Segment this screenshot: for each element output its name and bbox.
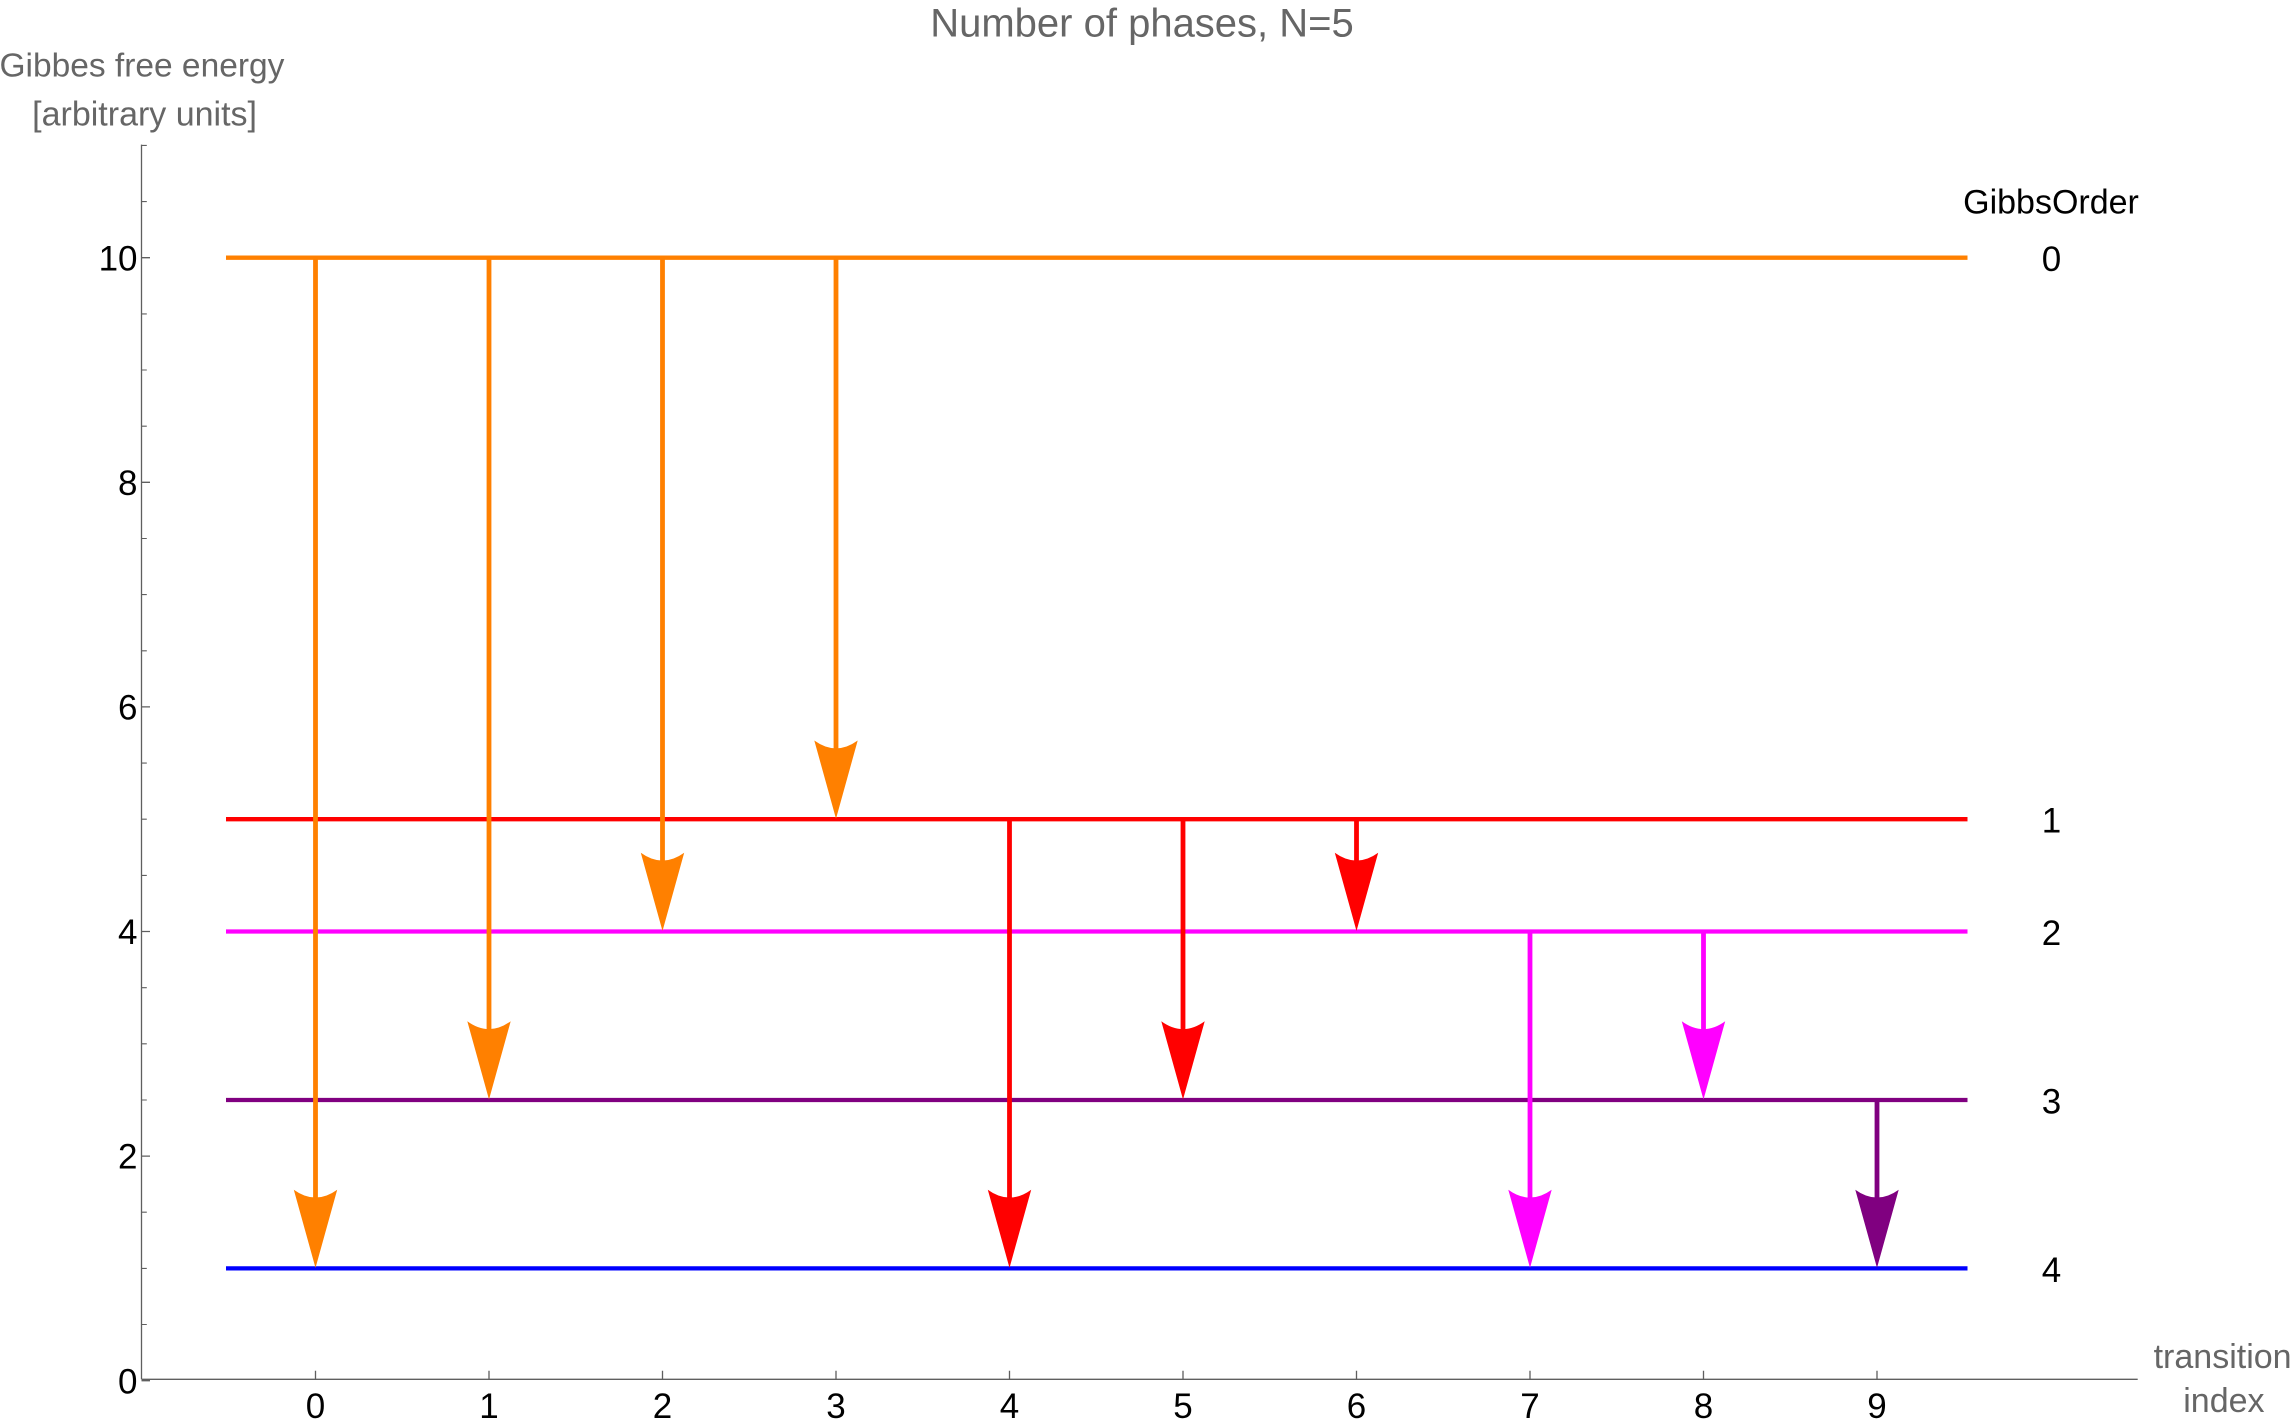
svg-text:4: 4: [2042, 1251, 2061, 1290]
svg-text:Number of phases, N=5: Number of phases, N=5: [930, 2, 1354, 46]
svg-text:0: 0: [2042, 240, 2061, 279]
svg-text:[arbitrary units]: [arbitrary units]: [32, 96, 257, 134]
svg-text:6: 6: [118, 689, 137, 728]
svg-text:2: 2: [653, 1387, 672, 1425]
svg-text:8: 8: [118, 464, 137, 503]
svg-text:9: 9: [1867, 1387, 1886, 1425]
svg-text:transition: transition: [2154, 1338, 2292, 1376]
svg-text:index: index: [2183, 1382, 2264, 1420]
svg-text:GibbsOrder: GibbsOrder: [1963, 183, 2139, 221]
svg-text:10: 10: [99, 239, 138, 278]
svg-text:4: 4: [1000, 1387, 1019, 1425]
svg-text:3: 3: [2042, 1083, 2061, 1122]
svg-text:8: 8: [1694, 1387, 1713, 1425]
svg-text:6: 6: [1347, 1387, 1366, 1425]
svg-text:3: 3: [826, 1387, 845, 1425]
svg-text:7: 7: [1520, 1387, 1539, 1425]
svg-text:Gibbes free energy: Gibbes free energy: [0, 47, 285, 84]
svg-text:1: 1: [479, 1387, 498, 1425]
svg-text:4: 4: [118, 913, 137, 952]
svg-text:2: 2: [2042, 914, 2061, 953]
svg-text:1: 1: [2042, 802, 2061, 841]
svg-text:0: 0: [306, 1387, 325, 1425]
svg-text:2: 2: [118, 1138, 137, 1177]
svg-text:5: 5: [1173, 1387, 1192, 1425]
svg-text:0: 0: [118, 1362, 137, 1401]
